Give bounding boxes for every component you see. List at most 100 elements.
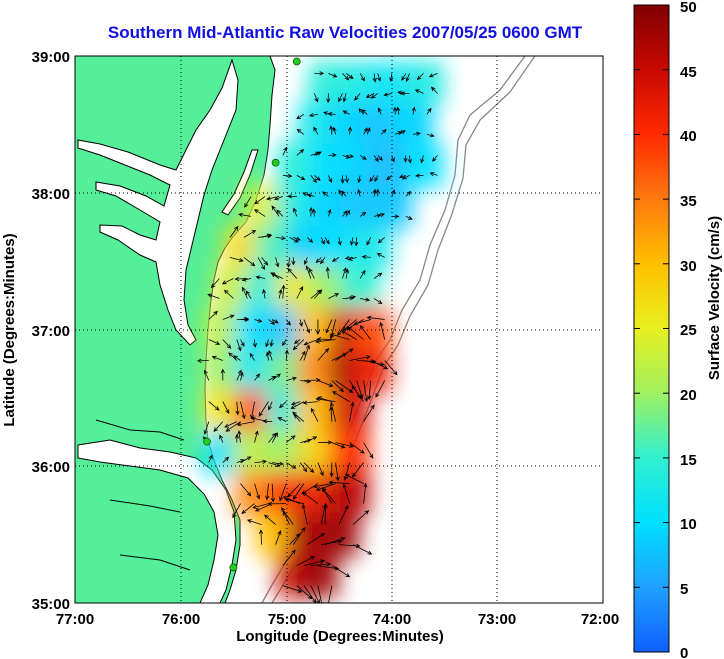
current-vector bbox=[261, 257, 269, 266]
current-vector bbox=[359, 211, 367, 217]
current-vector bbox=[269, 339, 274, 348]
current-vector bbox=[224, 421, 237, 428]
current-vector bbox=[373, 155, 379, 163]
current-vector bbox=[303, 378, 321, 383]
current-vector bbox=[317, 462, 324, 477]
current-vector bbox=[279, 401, 287, 409]
current-vector bbox=[391, 214, 400, 219]
current-vector bbox=[315, 319, 320, 335]
current-vector bbox=[292, 483, 305, 500]
current-vector bbox=[236, 369, 242, 381]
current-vector bbox=[272, 461, 285, 466]
current-vector bbox=[196, 358, 209, 363]
current-vector bbox=[328, 175, 333, 184]
current-vector bbox=[329, 462, 334, 478]
velocity-cell bbox=[329, 389, 370, 434]
current-vector bbox=[222, 339, 232, 349]
y-axis-label: Latitude (Degrees:Minutes) bbox=[1, 233, 18, 426]
current-vector bbox=[310, 407, 319, 422]
velocity-cell bbox=[350, 307, 391, 352]
current-vector bbox=[363, 442, 374, 459]
current-vector bbox=[286, 376, 297, 381]
plot-frame bbox=[74, 55, 604, 604]
current-vector bbox=[426, 133, 435, 138]
current-vector bbox=[299, 462, 308, 473]
current-vector bbox=[263, 514, 276, 525]
albemarle-sound bbox=[77, 439, 237, 603]
current-vector bbox=[244, 196, 252, 208]
current-vector bbox=[345, 209, 351, 217]
current-vector bbox=[307, 532, 326, 545]
current-vector bbox=[237, 212, 252, 217]
current-vector bbox=[219, 434, 224, 443]
current-vector bbox=[363, 482, 368, 504]
current-vector bbox=[349, 401, 355, 422]
current-vector bbox=[303, 462, 315, 473]
current-vector bbox=[303, 319, 311, 334]
current-vector bbox=[360, 297, 371, 302]
plot-area bbox=[75, 56, 603, 603]
x-tick-label: 75:00 bbox=[268, 611, 306, 628]
current-vector bbox=[223, 289, 234, 299]
current-vector bbox=[377, 155, 383, 161]
current-vector bbox=[314, 151, 322, 156]
current-vector bbox=[303, 344, 310, 361]
current-vector bbox=[234, 433, 240, 443]
current-vector bbox=[342, 210, 348, 217]
current-vector bbox=[346, 295, 357, 300]
current-vector bbox=[391, 189, 395, 197]
current-vector bbox=[317, 348, 330, 361]
current-vector bbox=[315, 483, 336, 491]
current-vector bbox=[372, 73, 377, 83]
current-vector bbox=[258, 529, 264, 545]
current-vector bbox=[317, 440, 333, 445]
velocity-cell bbox=[319, 512, 359, 557]
current-vector bbox=[268, 349, 273, 361]
current-vector bbox=[405, 73, 410, 83]
current-vector bbox=[328, 153, 337, 158]
current-vector bbox=[407, 155, 412, 164]
current-vector bbox=[342, 93, 347, 103]
current-vector bbox=[349, 355, 371, 361]
current-vector bbox=[240, 456, 252, 463]
velocity-cell bbox=[340, 266, 381, 311]
current-vector bbox=[352, 544, 373, 555]
current-vector bbox=[428, 73, 438, 78]
current-vector bbox=[375, 188, 380, 197]
current-vector bbox=[234, 276, 248, 282]
current-vector bbox=[370, 93, 379, 99]
current-vector bbox=[299, 350, 306, 361]
current-vector bbox=[373, 272, 383, 279]
current-vector bbox=[271, 432, 278, 443]
current-vector bbox=[332, 391, 350, 402]
current-vector bbox=[311, 208, 317, 217]
current-vector bbox=[347, 256, 357, 261]
current-vector bbox=[314, 93, 319, 103]
current-vector bbox=[233, 355, 241, 361]
current-vectors bbox=[196, 71, 438, 603]
current-vector bbox=[290, 401, 301, 406]
current-vector bbox=[255, 275, 266, 280]
current-vector bbox=[324, 537, 346, 545]
current-vector bbox=[307, 237, 314, 243]
current-vector bbox=[325, 266, 330, 279]
current-vector bbox=[235, 401, 240, 416]
current-vector bbox=[241, 503, 255, 514]
current-vector bbox=[268, 319, 276, 325]
current-vector bbox=[315, 339, 336, 344]
current-vector bbox=[353, 319, 371, 326]
current-vector bbox=[221, 278, 234, 285]
current-vector bbox=[282, 173, 293, 178]
current-vector bbox=[342, 483, 350, 504]
current-vector bbox=[379, 321, 386, 340]
colorbar-tick-label: 15 bbox=[680, 452, 697, 469]
colorbar-tick-label: 30 bbox=[680, 258, 697, 275]
current-vector bbox=[411, 106, 416, 115]
current-vector bbox=[254, 459, 268, 464]
colorbar-tick-label: 50 bbox=[680, 0, 697, 16]
current-vector bbox=[285, 435, 296, 443]
current-vector bbox=[281, 284, 286, 299]
current-vector bbox=[351, 385, 364, 402]
current-vector bbox=[317, 565, 340, 571]
